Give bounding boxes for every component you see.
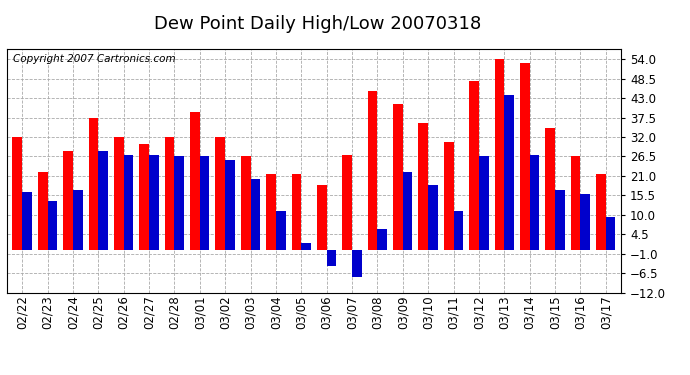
Bar	[175, 156, 184, 250]
Bar	[545, 128, 555, 250]
Bar	[114, 137, 124, 250]
Bar	[73, 190, 83, 250]
Bar	[124, 155, 133, 250]
Bar	[88, 118, 98, 250]
Bar	[555, 190, 564, 250]
Bar	[520, 63, 530, 250]
Bar	[453, 211, 463, 250]
Bar	[225, 160, 235, 250]
Bar	[368, 91, 377, 250]
Bar	[200, 156, 209, 250]
Bar	[530, 155, 540, 250]
Bar	[63, 151, 73, 250]
Bar	[12, 137, 22, 250]
Text: Dew Point Daily High/Low 20070318: Dew Point Daily High/Low 20070318	[154, 15, 481, 33]
Bar	[606, 216, 615, 250]
Bar	[276, 211, 286, 250]
Bar	[352, 250, 362, 277]
Bar	[302, 243, 311, 250]
Bar	[580, 194, 590, 250]
Bar	[342, 155, 352, 250]
Bar	[393, 104, 403, 250]
Bar	[149, 155, 159, 250]
Bar	[165, 137, 175, 250]
Bar	[596, 174, 606, 250]
Bar	[38, 172, 48, 250]
Bar	[22, 192, 32, 250]
Text: Copyright 2007 Cartronics.com: Copyright 2007 Cartronics.com	[13, 54, 176, 64]
Bar	[469, 81, 479, 250]
Bar	[250, 180, 260, 250]
Bar	[403, 172, 413, 250]
Bar	[98, 151, 108, 250]
Bar	[266, 174, 276, 250]
Bar	[190, 112, 200, 250]
Bar	[571, 156, 580, 250]
Bar	[444, 142, 453, 250]
Bar	[495, 59, 504, 250]
Bar	[428, 185, 437, 250]
Bar	[326, 250, 336, 266]
Bar	[215, 137, 225, 250]
Bar	[377, 229, 387, 250]
Bar	[317, 185, 326, 250]
Bar	[419, 123, 428, 250]
Bar	[479, 156, 489, 250]
Bar	[48, 201, 57, 250]
Bar	[139, 144, 149, 250]
Bar	[292, 174, 302, 250]
Bar	[504, 94, 514, 250]
Bar	[241, 156, 250, 250]
